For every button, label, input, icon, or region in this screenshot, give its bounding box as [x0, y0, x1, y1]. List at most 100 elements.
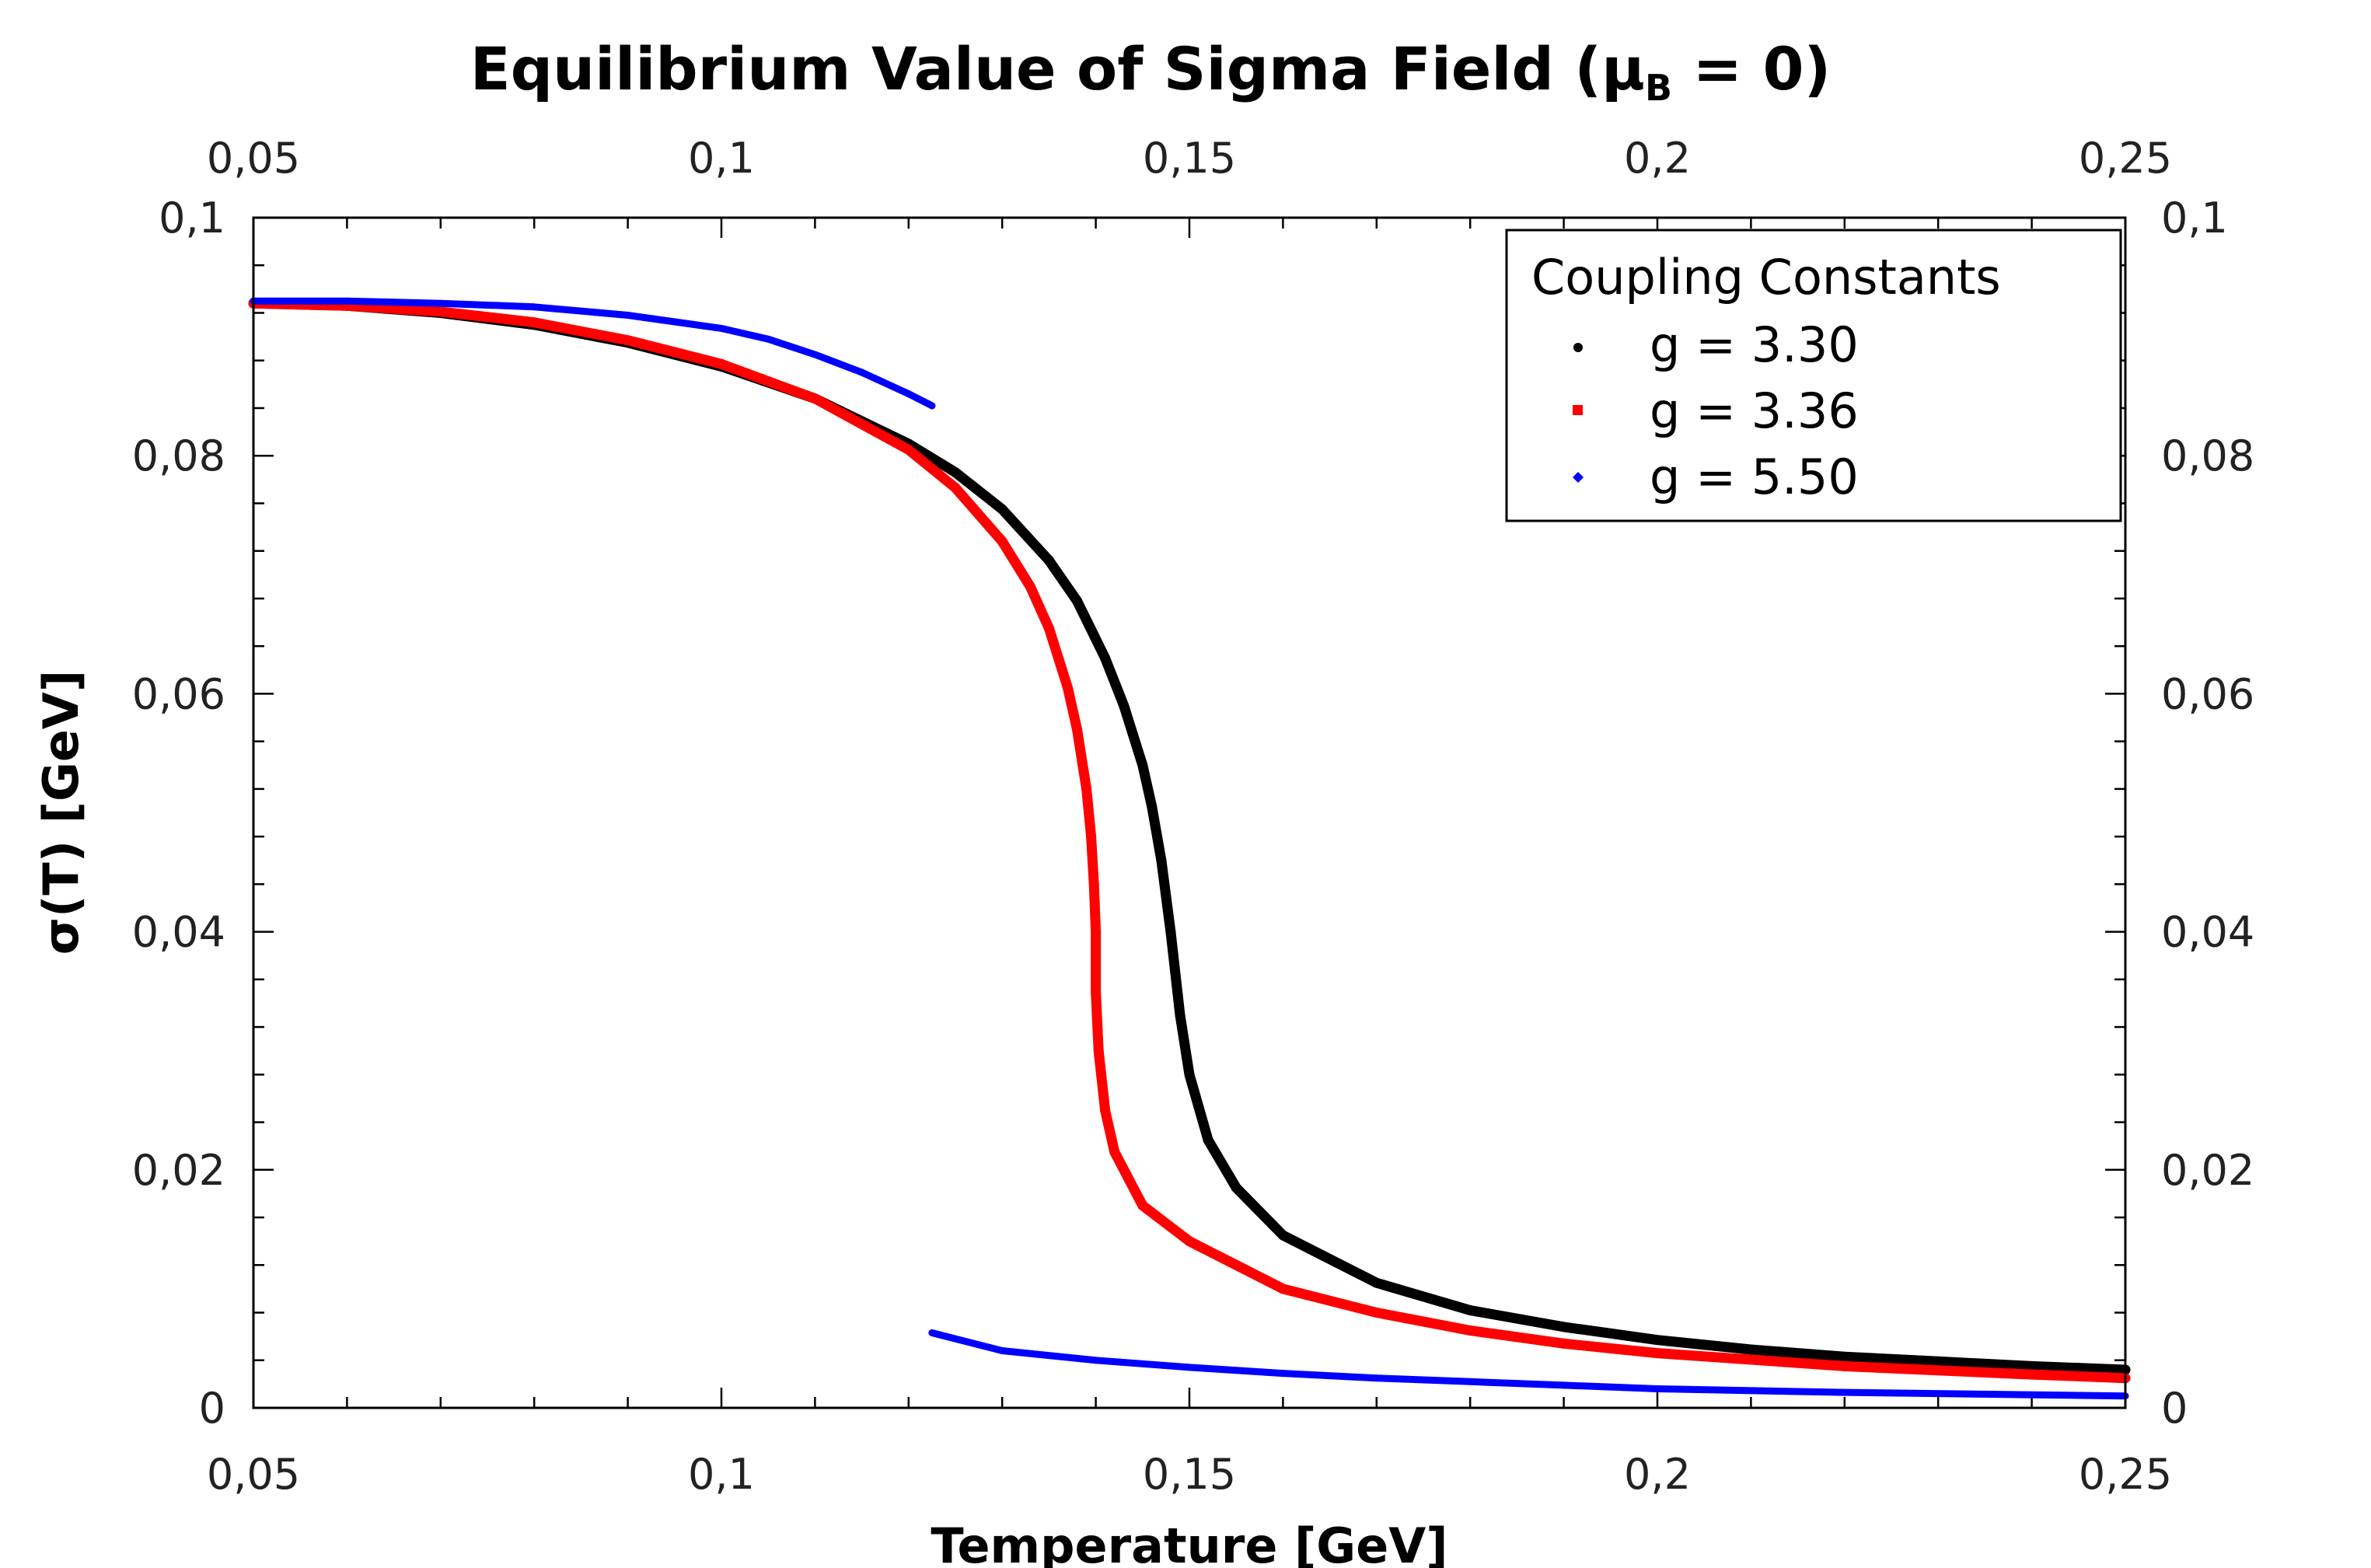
data-point	[811, 351, 819, 358]
x-tick-label-top: 0,15	[1143, 134, 1236, 183]
data-point	[1091, 986, 1102, 997]
axis-tick-labels: 0,05 0,05 0,1 0,1 0,15 0,15 0,2 0,2 0,25 0,25 0 0 0,…	[132, 134, 2254, 1499]
data-point	[1072, 595, 1082, 606]
x-tick-label-bottom: 0,1	[688, 1450, 755, 1499]
data-point	[1156, 855, 1167, 866]
data-point	[1466, 1378, 1474, 1385]
legend-box	[1505, 229, 2122, 522]
legend: Coupling Constants g = 3.30 g = 3.36 g =…	[1505, 229, 2122, 522]
data-point	[1933, 1356, 1943, 1367]
data-point	[998, 1347, 1006, 1354]
data-point	[764, 335, 772, 343]
data-point	[1745, 1344, 1756, 1355]
legend-title: Coupling Constants	[1531, 249, 2001, 306]
series-curve-2-0	[250, 297, 936, 410]
data-point	[1184, 1236, 1195, 1247]
data-point	[1652, 1348, 1663, 1359]
data-point	[1100, 1105, 1111, 1116]
data-point	[1175, 1010, 1186, 1021]
data-point	[1277, 1230, 1288, 1241]
data-point	[529, 317, 539, 328]
y-tick-label-left: 0,02	[132, 1146, 225, 1195]
y-tick-label-right: 0,1	[2161, 194, 2228, 243]
data-point	[343, 297, 351, 305]
data-point	[1186, 1364, 1193, 1371]
data-point	[1841, 1388, 1849, 1396]
legend-label-g336: g = 3.36	[1650, 382, 1859, 439]
x-tick-label-top: 0,05	[207, 134, 300, 183]
data-point	[1839, 1360, 1850, 1371]
legend-marker-g550	[1573, 472, 1584, 483]
data-point	[2027, 1369, 2038, 1380]
legend-marker-g330	[1573, 343, 1583, 352]
data-point	[1092, 1357, 1100, 1364]
y-tick-label-left: 0	[199, 1384, 225, 1433]
data-point	[1371, 1277, 1382, 1288]
data-point	[624, 312, 632, 319]
legend-label-g330: g = 3.30	[1650, 316, 1859, 373]
data-point	[435, 306, 446, 317]
data-point	[1109, 1147, 1120, 1158]
data-point	[1088, 878, 1099, 889]
y-axis-title: σ(T) [GeV]	[33, 670, 89, 955]
series-g-5-50	[250, 297, 2129, 1400]
series-g-3-36	[248, 298, 2131, 1384]
data-point	[1277, 1283, 1288, 1294]
data-point	[1093, 1046, 1104, 1056]
data-point	[997, 536, 1007, 547]
data-point	[1025, 581, 1035, 592]
data-point	[928, 402, 936, 410]
data-point	[1086, 831, 1097, 842]
chart-title: Equilibrium Value of Sigma Field (μB = 0…	[470, 34, 1832, 109]
chart-title-main: Equilibrium Value of Sigma Field (μ	[470, 34, 1645, 103]
x-tick-label-bottom: 0,2	[1624, 1450, 1691, 1499]
data-point	[997, 504, 1007, 515]
data-point	[1560, 1381, 1568, 1389]
data-point	[1184, 1069, 1195, 1080]
plot-frame	[252, 216, 2127, 1409]
data-point	[1839, 1351, 1850, 1362]
y-tick-label-right: 0,06	[2161, 669, 2254, 718]
legend-marker-g336	[1573, 405, 1583, 415]
data-point	[1072, 724, 1082, 735]
data-point	[1279, 1370, 1287, 1378]
data-point	[1063, 683, 1073, 693]
data-point	[903, 445, 914, 455]
x-tick-label-bottom: 0,05	[207, 1450, 300, 1499]
chart-title-tail: = 0)	[1672, 34, 1831, 103]
data-point	[928, 1329, 936, 1336]
data-point	[950, 483, 961, 493]
data-point	[1043, 623, 1054, 634]
x-tick-label-top: 0,2	[1624, 134, 1691, 183]
data-point	[623, 335, 634, 346]
data-point	[1465, 1305, 1475, 1315]
data-point	[1652, 1335, 1663, 1346]
data-point	[1147, 801, 1158, 812]
data-point	[718, 324, 725, 332]
x-axis-title: Temperature [GeV]	[931, 1517, 1447, 1568]
y-tick-label-right: 0,08	[2161, 431, 2254, 480]
data-point	[1165, 927, 1176, 938]
series-curve-1-0	[248, 298, 2131, 1384]
data-point	[1137, 1200, 1148, 1211]
x-tick-label-bottom: 0,25	[2079, 1450, 2172, 1499]
data-point	[1119, 700, 1130, 711]
data-point	[1100, 653, 1111, 663]
data-point	[905, 390, 913, 398]
data-point	[1371, 1308, 1382, 1318]
y-tick-label-right: 0,04	[2161, 908, 2254, 957]
data-point	[1137, 760, 1148, 770]
data-point	[1653, 1385, 1661, 1392]
y-tick-label-left: 0,04	[132, 908, 225, 957]
x-tick-label-bottom: 0,15	[1143, 1450, 1236, 1499]
data-point	[1091, 927, 1102, 938]
data-point	[1465, 1325, 1475, 1336]
data-point	[716, 358, 727, 369]
legend-label-g550: g = 5.50	[1650, 449, 1859, 505]
y-tick-label-right: 0,02	[2161, 1146, 2254, 1195]
chart-title-subscript: B	[1645, 67, 1672, 109]
data-point	[1373, 1374, 1381, 1382]
data-point	[1081, 784, 1092, 794]
y-tick-label-left: 0,06	[132, 669, 225, 718]
y-tick-label-left: 0,1	[159, 194, 225, 243]
